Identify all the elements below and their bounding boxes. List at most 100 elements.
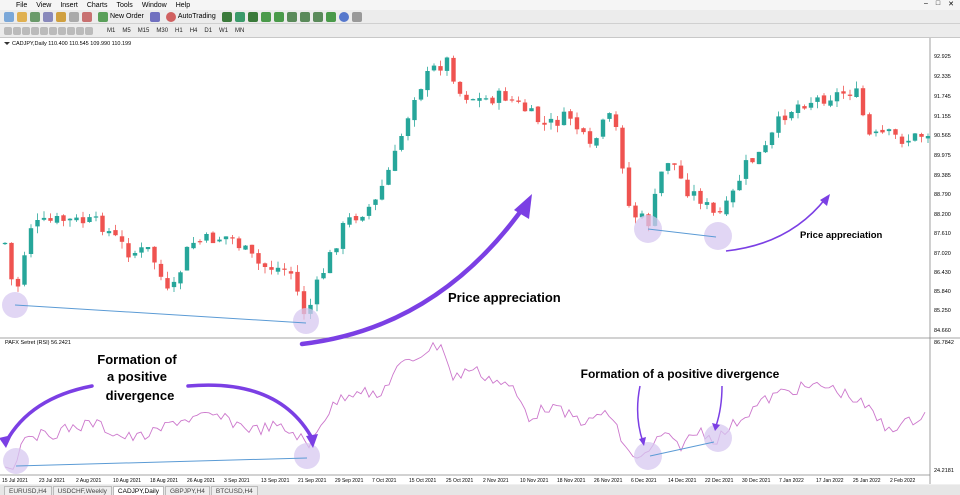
new-chart-icon[interactable] (4, 11, 14, 22)
candle-body (191, 242, 196, 249)
tab-btcusd-h4[interactable]: BTCUSD,H4 (210, 485, 258, 495)
price-label: 87.020 (934, 251, 951, 257)
tab-usdchf-weekly[interactable]: USDCHF,Weekly (52, 485, 112, 495)
candle-body (236, 238, 242, 249)
label-icon[interactable] (76, 26, 84, 35)
timeframe-m1[interactable]: M1 (107, 27, 116, 34)
price-label: 88.200 (934, 212, 951, 218)
close-icon[interactable]: ✕ (948, 1, 954, 8)
timeframe-m5[interactable]: M5 (122, 27, 131, 34)
candle-body (217, 239, 222, 242)
divergence-arrow-right (186, 383, 315, 442)
new-order-icon (98, 11, 108, 22)
profiles-icon[interactable] (17, 11, 27, 22)
date-label: 2 Aug 2021 (76, 478, 102, 484)
candle-body (925, 136, 931, 139)
candle-body (893, 129, 898, 135)
price-divergence-markers (2, 215, 732, 334)
candle-body (548, 118, 554, 123)
candle-body (301, 291, 307, 315)
menu-view[interactable]: View (36, 1, 52, 9)
market-watch-icon[interactable] (30, 11, 40, 22)
bar-chart-icon[interactable] (221, 11, 232, 22)
candle-body (750, 158, 755, 163)
menu-file[interactable]: File (16, 1, 28, 9)
channel-icon[interactable] (49, 26, 57, 35)
annotation-price-appreciation-right: Price appreciation (800, 230, 883, 241)
chart-menu-icon[interactable] (4, 42, 10, 45)
menu-window[interactable]: Window (141, 1, 167, 9)
timeframe-m30[interactable]: M30 (156, 27, 169, 34)
date-label: 3 Sep 2021 (224, 478, 250, 484)
candle-body (418, 89, 424, 100)
timeframe-m15[interactable]: M15 (137, 27, 150, 34)
candle-body (360, 216, 365, 221)
candle-body (867, 114, 872, 135)
metaeditor-icon[interactable] (149, 11, 160, 22)
autotrading-button[interactable]: AutoTrading (163, 11, 219, 22)
candle-body (795, 104, 801, 113)
restore-icon[interactable]: □ (935, 0, 941, 7)
candle-body (802, 106, 807, 109)
candle-body (808, 102, 814, 108)
indicators-icon[interactable] (325, 11, 336, 22)
candle-body (262, 263, 268, 267)
candle-body (347, 217, 352, 225)
new-order-button[interactable]: New Order (95, 11, 147, 22)
arrows-icon[interactable] (85, 26, 93, 35)
arrowhead (820, 194, 830, 206)
menu-tools[interactable]: Tools (116, 1, 133, 9)
timeframe-mn[interactable]: MN (235, 27, 245, 34)
candle-body (561, 111, 567, 126)
tab-cadjpy-daily[interactable]: CADJPY,Daily (112, 485, 164, 495)
menu-charts[interactable]: Charts (86, 1, 108, 9)
templates-icon[interactable] (351, 11, 362, 22)
candle-body (477, 98, 482, 101)
line-chart-icon[interactable] (247, 11, 258, 22)
candle-body (282, 268, 287, 270)
menu-help[interactable]: Help (175, 1, 191, 9)
navigator-icon[interactable] (56, 11, 66, 22)
timeframe-h1[interactable]: H1 (175, 27, 183, 34)
autoscroll-icon[interactable] (312, 11, 323, 22)
annotation-arrows (0, 194, 830, 448)
candle-body (314, 279, 320, 305)
timeframe-h4[interactable]: H4 (189, 27, 198, 34)
text-icon[interactable] (67, 26, 75, 35)
tile-windows-icon[interactable] (286, 11, 297, 22)
chart-shift-icon[interactable] (299, 11, 310, 22)
tab-eurusd-h4[interactable]: EURUSD,H4 (4, 485, 52, 495)
data-window-icon[interactable] (43, 11, 53, 22)
candle-body (126, 243, 131, 258)
candle-body (464, 94, 469, 100)
crosshair-icon[interactable] (13, 26, 21, 35)
vertical-line-icon[interactable] (22, 26, 30, 35)
candle-body (100, 215, 105, 232)
date-label: 15 Oct 2021 (409, 478, 436, 484)
date-label: 18 Nov 2021 (557, 478, 586, 484)
terminal-icon[interactable] (69, 11, 79, 22)
trendline-icon[interactable] (40, 26, 48, 35)
chart-canvas[interactable]: CADJPY,Daily 110.400 110.545 109.990 110… (0, 38, 960, 484)
zoom-out-icon[interactable] (273, 11, 284, 22)
zoom-in-icon[interactable] (260, 11, 271, 22)
cursor-icon[interactable] (4, 26, 12, 35)
menu-insert[interactable]: Insert (60, 1, 78, 9)
tab-gbpjpy-h4[interactable]: GBPJPY,H4 (164, 485, 210, 495)
timeframe-d1[interactable]: D1 (204, 27, 213, 34)
periods-icon[interactable] (338, 11, 349, 22)
horizontal-line-icon[interactable] (31, 26, 39, 35)
timeframe-w1[interactable]: W1 (219, 27, 229, 34)
window-controls: – □ ✕ (924, 0, 954, 8)
minimize-icon[interactable]: – (923, 0, 928, 7)
candle-body (659, 171, 664, 194)
candle-body (737, 180, 742, 191)
price-label: 85.250 (934, 308, 951, 314)
fibonacci-icon[interactable] (58, 26, 66, 35)
candlestick-icon[interactable] (234, 11, 245, 22)
rsi-divergence-markers (3, 424, 732, 474)
candle-body (730, 190, 736, 203)
chart-window[interactable]: CADJPY,Daily 110.400 110.545 109.990 110… (0, 38, 960, 484)
tester-icon[interactable] (82, 11, 92, 22)
candle-body (860, 88, 866, 116)
